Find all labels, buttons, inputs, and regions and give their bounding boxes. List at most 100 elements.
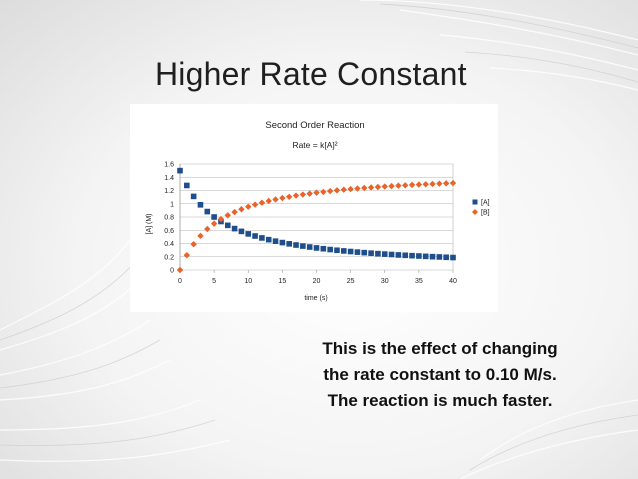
legend-label: [B] xyxy=(481,210,490,217)
series-b-point xyxy=(347,185,354,193)
y-tick-label: 0 xyxy=(170,268,174,275)
x-tick-label: 15 xyxy=(278,278,286,285)
series-a-point xyxy=(231,225,238,232)
series-a-point xyxy=(320,245,327,252)
series-a-point xyxy=(395,252,402,258)
y-tick-label: 0.6 xyxy=(164,228,174,235)
series-a-point xyxy=(265,236,272,243)
series-a-point xyxy=(245,231,252,237)
series-b-point xyxy=(436,180,443,187)
chart-title: Second Order Reaction xyxy=(265,120,364,131)
legend-label: [A] xyxy=(481,200,490,207)
y-tick-label: 0.8 xyxy=(164,215,174,222)
series-b-point xyxy=(251,201,259,208)
x-tick-label: 30 xyxy=(381,278,389,285)
series-b-point xyxy=(204,225,211,233)
series-b-point xyxy=(210,220,218,227)
series-b-point xyxy=(176,266,184,274)
series-a-point xyxy=(341,248,347,254)
series-b-point xyxy=(272,196,279,203)
x-tick-label: 40 xyxy=(449,278,457,285)
series-b-point xyxy=(395,182,402,189)
second-order-reaction-chart: Second Order Reaction Rate = k[A]² time … xyxy=(146,120,490,302)
series-b-point xyxy=(238,206,245,213)
series-a-point xyxy=(211,214,217,220)
series-a-point xyxy=(306,244,313,250)
y-axis-label: [A] (M) xyxy=(146,214,153,235)
series-b-point xyxy=(442,180,450,187)
series-a-point xyxy=(197,202,204,208)
series-a-point xyxy=(293,242,299,248)
series-b-point xyxy=(408,181,416,189)
series-a-point xyxy=(279,239,286,246)
series-b-point xyxy=(231,208,238,216)
y-tick-label: 0.4 xyxy=(164,241,174,248)
body-line-1: This is the effect of changing xyxy=(322,339,558,358)
series-a-point xyxy=(300,243,306,249)
body-line-3: The reaction is much faster. xyxy=(327,391,553,410)
series-b-point xyxy=(197,232,204,240)
series-b-point xyxy=(340,186,347,193)
series-b-point xyxy=(245,203,252,210)
series-a-point xyxy=(184,182,190,189)
series-b-point xyxy=(429,180,436,188)
series-a-point xyxy=(416,253,422,259)
body-line-2: the rate constant to 0.10 M/s. xyxy=(323,365,557,384)
series-a-point xyxy=(177,167,183,174)
series-b-point xyxy=(388,182,395,190)
x-tick-label: 35 xyxy=(415,278,423,285)
series-b-point xyxy=(361,184,368,192)
series-b-point xyxy=(320,188,327,196)
series-a-point xyxy=(224,222,231,229)
y-tick-label: 1.2 xyxy=(164,188,174,195)
series-a-point xyxy=(204,208,211,215)
legend-marker-b xyxy=(472,209,478,215)
series-b-point xyxy=(374,183,382,191)
series-b-point xyxy=(299,191,307,198)
x-tick-label: 25 xyxy=(347,278,355,285)
series-b-point xyxy=(286,193,293,200)
series-a-point xyxy=(327,246,333,253)
series-b-point xyxy=(333,187,341,194)
series-a-point xyxy=(238,228,245,235)
chart-panel: Second Order Reaction Rate = k[A]² time … xyxy=(130,104,498,312)
y-tick-label: 0.2 xyxy=(164,254,174,261)
series-a-point xyxy=(422,253,429,260)
series-a-point xyxy=(313,245,320,251)
x-tick-label: 10 xyxy=(244,278,252,285)
chart-subtitle: Rate = k[A]² xyxy=(292,140,337,150)
series-b-point xyxy=(224,212,231,219)
x-tick-label: 0 xyxy=(178,278,182,285)
series-a-point xyxy=(347,248,354,255)
series-b-point xyxy=(258,199,266,206)
series-a-point xyxy=(286,241,292,247)
y-tick-label: 1 xyxy=(170,201,174,208)
series-b-point xyxy=(354,185,361,192)
series-a-point xyxy=(361,249,368,256)
series-b-point xyxy=(422,181,429,188)
series-a-point xyxy=(375,250,381,257)
series-b-point xyxy=(279,194,286,202)
series-b-point xyxy=(217,215,225,223)
series-a-point xyxy=(450,254,456,261)
series-b-point xyxy=(415,181,423,188)
series-a-point xyxy=(190,193,197,200)
series-b-point xyxy=(449,179,457,187)
series-a-point xyxy=(381,251,388,257)
legend-marker-a xyxy=(472,199,478,205)
series-a-point xyxy=(334,247,340,254)
series-b-point xyxy=(183,251,191,259)
series-b-point xyxy=(381,183,388,190)
series-a-point xyxy=(429,253,436,260)
series-a-point xyxy=(443,254,449,261)
series-b-point xyxy=(326,187,334,195)
series-b-point xyxy=(190,241,197,248)
series-a-point xyxy=(436,254,443,260)
y-tick-label: 1.6 xyxy=(164,162,174,169)
series-a-point xyxy=(402,252,409,259)
body-text: This is the effect of changing the rate … xyxy=(270,336,610,414)
series-a-point xyxy=(368,250,374,256)
series-b-point xyxy=(292,192,300,199)
